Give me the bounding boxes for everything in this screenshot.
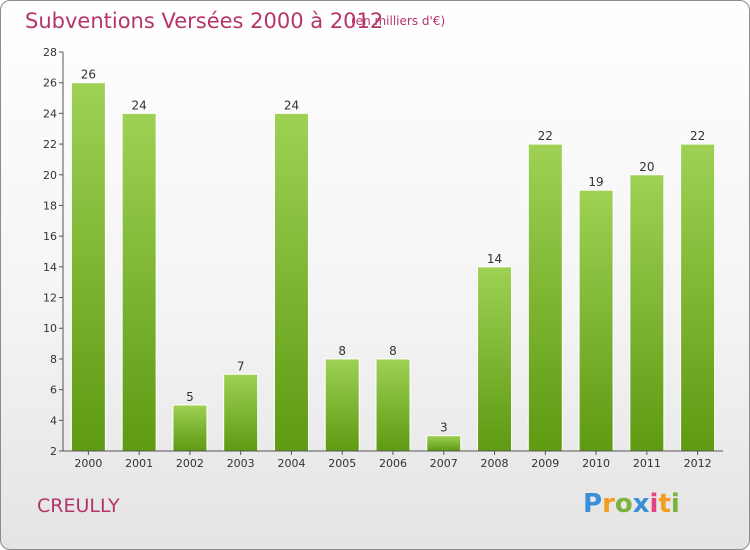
bar-value-label: 24 bbox=[132, 98, 147, 112]
x-tick-label: 2011 bbox=[633, 457, 661, 470]
logo-letter: t bbox=[658, 489, 671, 519]
y-tick-label: 2 bbox=[50, 445, 57, 458]
bar bbox=[121, 112, 157, 452]
y-tick-label: 12 bbox=[43, 292, 57, 305]
y-tick-label: 8 bbox=[50, 353, 57, 366]
chart-title: Subventions Versées 2000 à 2012 bbox=[25, 9, 384, 33]
bar-value-label: 22 bbox=[690, 129, 705, 143]
x-tick-label: 2008 bbox=[481, 457, 509, 470]
bar bbox=[527, 143, 563, 452]
proxiti-logo: Proxiti bbox=[583, 489, 680, 519]
bar-value-label: 8 bbox=[338, 344, 346, 358]
chart-subtitle: (en milliers d'€) bbox=[351, 14, 446, 28]
bar bbox=[273, 112, 309, 452]
commune-name: CREULLY bbox=[37, 495, 120, 517]
logo-letter: x bbox=[632, 489, 650, 519]
x-tick-label: 2010 bbox=[582, 457, 610, 470]
bar bbox=[629, 174, 665, 452]
x-tick-label: 2000 bbox=[74, 457, 102, 470]
bar bbox=[477, 266, 513, 452]
logo-letter: o bbox=[614, 489, 633, 519]
bar-value-label: 7 bbox=[237, 359, 245, 373]
y-tick-label: 22 bbox=[43, 138, 57, 151]
bar bbox=[680, 143, 716, 452]
bars: 26 24 5 7 24 8 8 3 14 22 19 20 22 bbox=[70, 68, 716, 452]
y-tick-label: 14 bbox=[43, 261, 57, 274]
x-tick-label: 2006 bbox=[379, 457, 407, 470]
bar-value-label: 8 bbox=[389, 344, 397, 358]
y-tick-label: 16 bbox=[43, 230, 57, 243]
bar bbox=[324, 358, 360, 452]
x-tick-label: 2003 bbox=[227, 457, 255, 470]
bar bbox=[70, 82, 106, 452]
x-tick-label: 2007 bbox=[430, 457, 458, 470]
bar bbox=[578, 189, 614, 452]
bar bbox=[375, 358, 411, 452]
bar-value-label: 24 bbox=[284, 98, 299, 112]
x-tick-label: 2005 bbox=[328, 457, 356, 470]
y-tick-label: 24 bbox=[43, 107, 57, 120]
y-tick-label: 20 bbox=[43, 169, 57, 182]
y-tick-label: 6 bbox=[50, 384, 57, 397]
y-tick-label: 28 bbox=[43, 46, 57, 59]
x-tick-label: 2001 bbox=[125, 457, 153, 470]
y-tick-label: 4 bbox=[50, 414, 57, 427]
bar bbox=[223, 373, 259, 452]
x-axis: 2000 2001 2002 2003 2004 2005 2006 2007 2008 2009… bbox=[63, 450, 723, 470]
bar-value-label: 26 bbox=[81, 68, 96, 82]
x-tick-label: 2004 bbox=[277, 457, 305, 470]
y-tick-label: 26 bbox=[43, 77, 57, 90]
bar-value-label: 3 bbox=[440, 421, 448, 435]
bar-value-label: 22 bbox=[538, 129, 553, 143]
logo-letter: P bbox=[583, 489, 603, 519]
bar bbox=[172, 404, 208, 452]
logo-letter: i bbox=[649, 489, 659, 519]
bar-value-label: 19 bbox=[588, 175, 603, 189]
bar bbox=[426, 435, 462, 452]
y-tick-label: 18 bbox=[43, 199, 57, 212]
logo-letter: i bbox=[670, 489, 680, 519]
bar-value-label: 14 bbox=[487, 252, 502, 266]
bar-value-label: 20 bbox=[639, 160, 654, 174]
logo-letter: r bbox=[602, 489, 615, 519]
x-tick-label: 2012 bbox=[684, 457, 712, 470]
x-tick-label: 2009 bbox=[531, 457, 559, 470]
x-tick-label: 2002 bbox=[176, 457, 204, 470]
y-tick-label: 10 bbox=[43, 322, 57, 335]
bar-value-label: 5 bbox=[186, 390, 194, 404]
